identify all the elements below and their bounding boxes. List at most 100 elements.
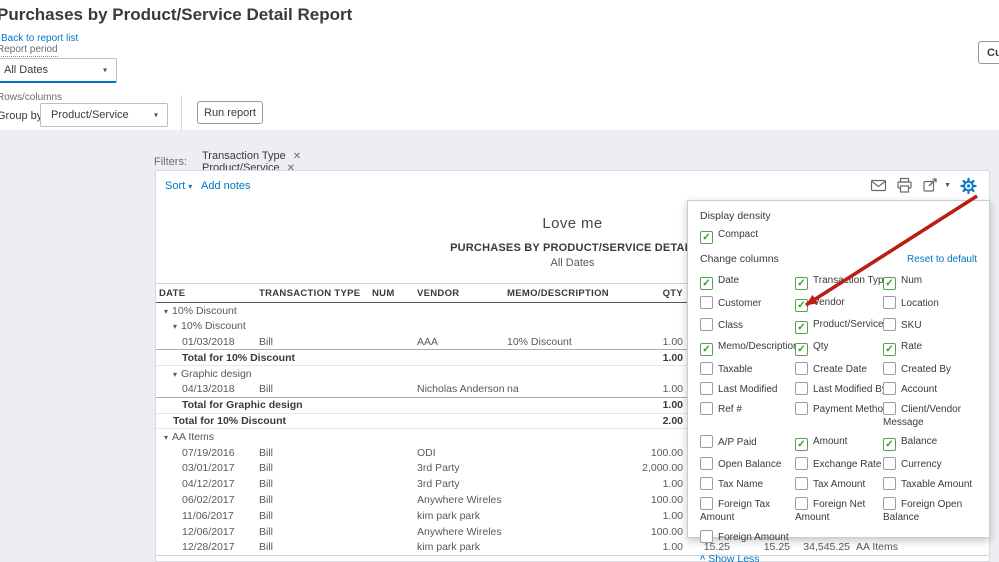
cell-vendor: 3rd Party — [417, 478, 460, 491]
column-checkbox-item-tax-amount[interactable]: Tax Amount — [795, 477, 883, 491]
checkbox-unchecked-icon[interactable] — [700, 530, 713, 543]
column-checkbox-item-create-date[interactable]: Create Date — [795, 362, 883, 376]
checkbox-unchecked-icon[interactable] — [795, 362, 808, 375]
column-checkbox-item-foreign-tax-amount[interactable]: Foreign Tax Amount — [700, 497, 771, 523]
checkbox-unchecked-icon[interactable] — [795, 457, 808, 470]
checkbox-checked-icon[interactable]: ✓ — [795, 438, 808, 451]
checkbox-unchecked-icon[interactable] — [883, 457, 896, 470]
checkbox-unchecked-icon[interactable] — [883, 497, 896, 510]
checkbox-checked-icon[interactable]: ✓ — [795, 299, 808, 312]
column-checkbox-item-memo-description[interactable]: ✓ Memo/Description — [700, 340, 799, 356]
checkbox-unchecked-icon[interactable] — [700, 318, 713, 331]
email-icon[interactable] — [870, 177, 887, 194]
checkbox-checked-icon[interactable]: ✓ — [883, 277, 896, 290]
column-checkbox-item-class[interactable]: Class — [700, 318, 795, 334]
filter-chip[interactable]: Transaction Type ✕ — [202, 150, 301, 162]
cell-num — [369, 492, 414, 508]
collapse-caret-icon[interactable]: ▾ — [164, 306, 169, 316]
customize-button[interactable]: Customize — [978, 41, 999, 64]
checkbox-unchecked-icon[interactable] — [700, 402, 713, 415]
reset-to-default-link[interactable]: Reset to default — [906, 253, 977, 265]
collapse-caret-icon[interactable]: ▾ — [173, 322, 178, 332]
column-checkbox-item-account[interactable]: Account — [883, 382, 977, 396]
column-checkbox-item-client-vendor-message[interactable]: Client/Vendor Message — [883, 402, 962, 428]
checkbox-unchecked-icon[interactable] — [700, 477, 713, 490]
column-checkbox-item-last-modified-by[interactable]: Last Modified By — [795, 382, 887, 396]
column-checkbox-item-tax-name[interactable]: Tax Name — [700, 477, 795, 491]
checkbox-unchecked-icon[interactable] — [883, 382, 896, 395]
column-checkbox-item-rate[interactable]: ✓ Rate — [883, 340, 977, 356]
checkbox-unchecked-icon[interactable] — [883, 296, 896, 309]
checkbox-unchecked-icon[interactable] — [795, 382, 808, 395]
checkbox-checked-icon[interactable]: ✓ — [700, 231, 713, 244]
collapse-caret-icon[interactable]: ▾ — [173, 369, 178, 379]
checkbox-unchecked-icon[interactable] — [883, 318, 896, 331]
checkbox-unchecked-icon[interactable] — [700, 497, 713, 510]
remove-filter-icon[interactable]: ✕ — [292, 150, 302, 162]
column-checkbox-item-transaction-type[interactable]: ✓ Transaction Type — [795, 274, 889, 290]
column-checkbox-item-foreign-open-balance[interactable]: Foreign Open Balance — [883, 497, 963, 523]
checkbox-checked-icon[interactable]: ✓ — [883, 343, 896, 356]
column-checkbox-item-created-by[interactable]: Created By — [883, 362, 977, 376]
column-checkbox-item-product-service[interactable]: ✓ Product/Service — [795, 318, 884, 334]
checkbox-checked-icon[interactable]: ✓ — [883, 438, 896, 451]
sort-dropdown[interactable]: Sort ▾ — [165, 180, 193, 192]
column-checkbox-item-a-p-paid[interactable]: A/P Paid — [700, 435, 795, 451]
column-checkbox-item-foreign-net-amount[interactable]: Foreign Net Amount — [795, 497, 866, 523]
checkbox-checked-icon[interactable]: ✓ — [795, 343, 808, 356]
checkbox-unchecked-icon[interactable] — [883, 402, 896, 415]
checkbox-checked-icon[interactable]: ✓ — [795, 277, 808, 290]
add-notes-link[interactable]: Add notes — [201, 180, 251, 192]
column-checkbox-item-location[interactable]: Location — [883, 296, 977, 312]
checkbox-checked-icon[interactable]: ✓ — [700, 277, 713, 290]
column-checkbox-item-open-balance[interactable]: Open Balance — [700, 457, 795, 471]
column-checkbox-item-foreign-amount[interactable]: Foreign Amount — [700, 530, 795, 544]
column-checkbox-item-taxable-amount[interactable]: Taxable Amount — [883, 477, 977, 491]
column-checkbox-item-customer[interactable]: Customer — [700, 296, 795, 312]
column-checkbox-item-num[interactable]: ✓ Num — [883, 274, 977, 290]
column-checkbox-item-balance[interactable]: ✓ Balance — [883, 435, 977, 451]
run-report-button[interactable]: Run report — [197, 101, 263, 124]
checkbox-unchecked-icon[interactable] — [700, 435, 713, 448]
cell-transaction-type: Bill — [259, 446, 274, 459]
show-less-link[interactable]: ^ Show Less — [700, 553, 760, 562]
column-checkbox-item-currency[interactable]: Currency — [883, 457, 977, 471]
column-checkbox-item-ref-[interactable]: Ref # — [700, 402, 795, 429]
compact-checkbox-item[interactable]: ✓ Compact — [700, 229, 758, 244]
cell-transaction-type: Bill — [259, 493, 274, 506]
checkbox-unchecked-icon[interactable] — [883, 362, 896, 375]
report-settings-popup: Display density ✓ Compact Change columns … — [687, 200, 990, 562]
column-checkbox-item-sku[interactable]: SKU — [883, 318, 977, 334]
checkbox-unchecked-icon[interactable] — [700, 457, 713, 470]
column-checkbox-item-vendor[interactable]: ✓ Vendor — [795, 296, 883, 312]
report-period-dropdown[interactable]: All Dates ▾ — [0, 58, 117, 83]
column-checkbox-item-last-modified[interactable]: Last Modified — [700, 382, 795, 396]
remove-filter-icon[interactable]: ✕ — [286, 162, 296, 174]
column-header: QTY — [621, 283, 686, 303]
collapse-caret-icon[interactable]: ▾ — [164, 433, 169, 443]
checkbox-checked-icon[interactable]: ✓ — [700, 343, 713, 356]
checkbox-checked-icon[interactable]: ✓ — [795, 321, 808, 334]
cell-num — [369, 476, 414, 492]
checkbox-unchecked-icon[interactable] — [700, 362, 713, 375]
back-to-report-list-link[interactable]: Back to report list — [1, 33, 79, 44]
export-icon[interactable] — [922, 177, 939, 194]
chevron-down-icon[interactable]: ▼ — [944, 182, 951, 189]
checkbox-unchecked-icon[interactable] — [700, 296, 713, 309]
column-checkbox-item-amount[interactable]: ✓ Amount — [795, 435, 883, 451]
column-checkbox-item-taxable[interactable]: Taxable — [700, 362, 795, 376]
checkbox-unchecked-icon[interactable] — [795, 497, 808, 510]
group-by-dropdown[interactable]: Product/Service ▾ — [40, 103, 168, 127]
checkbox-unchecked-icon[interactable] — [795, 477, 808, 490]
column-checkbox-item-qty[interactable]: ✓ Qty — [795, 340, 883, 356]
column-checkbox-item-payment-method[interactable]: Payment Method — [795, 402, 889, 429]
checkbox-unchecked-icon[interactable] — [700, 382, 713, 395]
settings-gear-icon[interactable] — [960, 177, 977, 194]
column-checkbox-item-date[interactable]: ✓ Date — [700, 274, 795, 290]
checkbox-unchecked-icon[interactable] — [795, 402, 808, 415]
print-icon[interactable] — [896, 177, 913, 194]
column-checkbox-item-exchange-rate[interactable]: Exchange Rate — [795, 457, 883, 471]
column-header: DATE — [156, 283, 256, 303]
checkbox-unchecked-icon[interactable] — [883, 477, 896, 490]
cell-num — [369, 381, 414, 397]
